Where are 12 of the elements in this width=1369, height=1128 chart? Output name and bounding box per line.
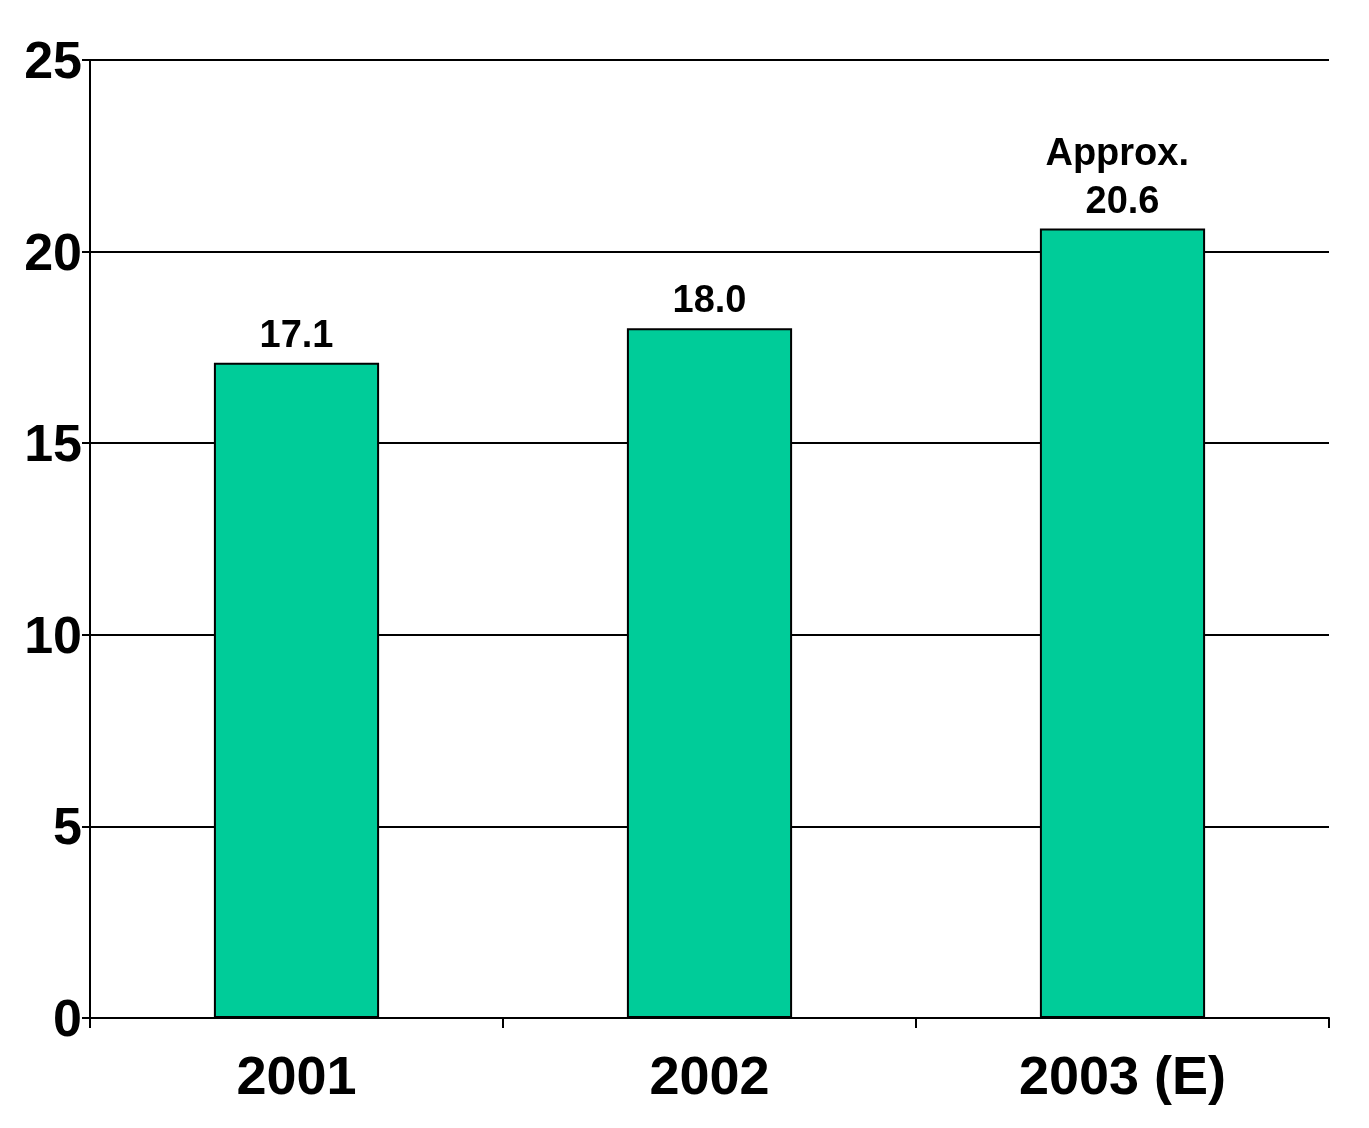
y-tick-label: 5 bbox=[53, 797, 82, 856]
data-label: 17.1 bbox=[259, 312, 334, 355]
y-tick-label: 0 bbox=[53, 989, 82, 1047]
x-tick-label: 2001 bbox=[236, 1045, 357, 1105]
y-tick-label: 15 bbox=[24, 414, 82, 473]
data-label: 18.0 bbox=[672, 278, 747, 321]
x-tick-label: 2003 (E) bbox=[1018, 1045, 1227, 1105]
x-tick-label: 2002 bbox=[649, 1045, 770, 1105]
y-tick-label: 20 bbox=[24, 222, 82, 281]
y-tick-label: 10 bbox=[24, 605, 82, 664]
data-label: Approx. 20.6 bbox=[1045, 130, 1200, 221]
y-tick-label: 25 bbox=[24, 31, 82, 89]
